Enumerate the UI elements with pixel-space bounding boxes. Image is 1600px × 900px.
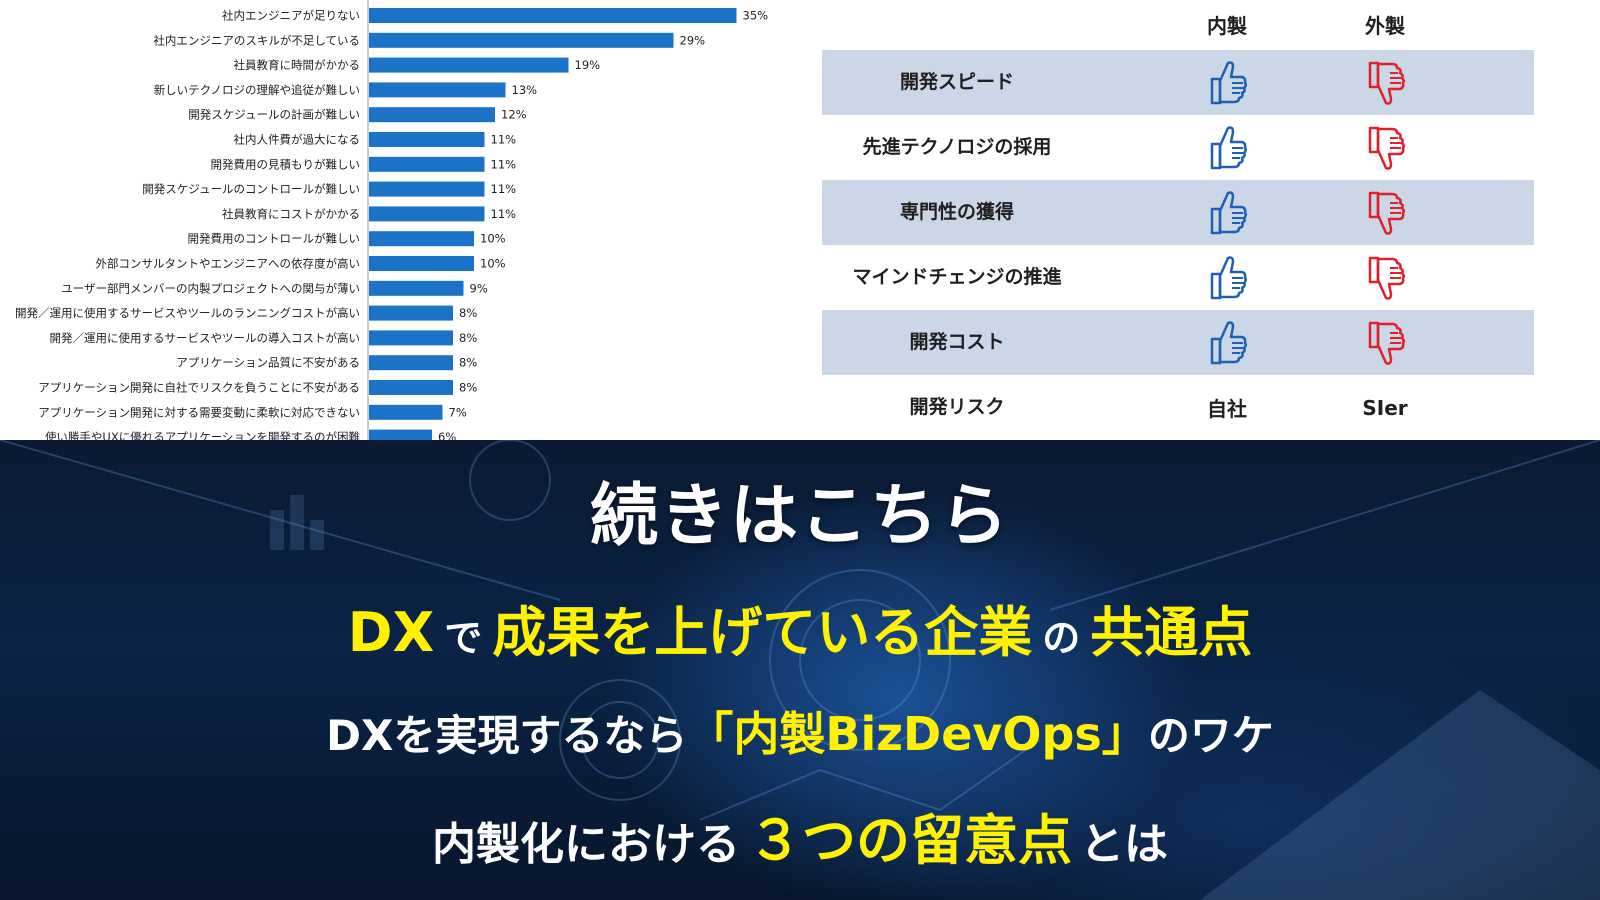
chart-data-label: 8%	[459, 306, 477, 320]
banner-l2-c: のワケ	[1147, 711, 1274, 760]
chart-data-label: 35%	[743, 9, 769, 23]
table-row: 専門性の獲得	[822, 180, 1534, 245]
chart-data-label: 29%	[680, 33, 706, 47]
column-header-inhouse: 内製	[1207, 14, 1247, 38]
survey-bar-chart: 社内エンジニアが足りない 35% 社内エンジニアのスキルが不足している 29% 社員教育…	[15, 0, 769, 440]
thumbs-up-icon	[1167, 245, 1287, 310]
chart-bar	[369, 156, 485, 172]
row-label: 開発コスト	[909, 331, 1005, 353]
chart-data-label: 10%	[480, 232, 506, 246]
banner-link-three-points[interactable]: 内製化における ３つの留意点 とは	[0, 796, 1600, 875]
banner-title[interactable]: 続きはこちら	[589, 477, 1010, 556]
chart-bar	[369, 256, 474, 271]
thumbs-up-icon	[1167, 180, 1287, 245]
table-row: 先進テクノロジの採用	[822, 115, 1534, 180]
tech-background-decoration	[0, 440, 1600, 900]
chart-data-label: 8%	[459, 381, 477, 395]
chart-data-label: 11%	[491, 157, 517, 171]
chart-data-label: 11%	[491, 207, 517, 221]
chart-bar	[369, 330, 453, 346]
chart-category-label: 開発スケジュールの計画が難しい	[188, 108, 360, 122]
table-row: 開発リスク 自社 SIer	[822, 375, 1534, 440]
chart-data-label: 11%	[491, 133, 517, 147]
banner-l1-a: DX	[347, 601, 435, 664]
thumbs-down-icon	[1325, 245, 1445, 310]
chart-category-label: アプリケーション開発に自社でリスクを負うことに不安がある	[38, 381, 360, 395]
column-header-outsource: 外製	[1365, 14, 1405, 38]
table-row: 開発コスト	[822, 310, 1534, 375]
chart-data-label: 6%	[438, 430, 456, 440]
chart-bar	[369, 132, 485, 147]
chart-category-label: 社内人件費が過大になる	[234, 133, 361, 147]
chart-bar	[369, 380, 453, 395]
chart-bar	[369, 57, 569, 73]
chart-data-label: 19%	[575, 58, 601, 72]
chart-category-label: 開発／運用に使用するサービスやツールのランニングコストが高い	[15, 306, 360, 320]
chart-data-label: 9%	[470, 281, 488, 295]
risk-outsource-value: SIer	[1362, 395, 1408, 420]
chart-category-label: 開発／運用に使用するサービスやツールの導入コストが高い	[50, 331, 361, 345]
banner-l1-c: 成果を上げている企業	[492, 601, 1033, 664]
banner-l2-a: DXを実現するなら	[326, 711, 688, 760]
banner-l3-b: ３つの留意点	[748, 809, 1072, 872]
thumbs-up-icon	[1167, 310, 1287, 375]
chart-category-label: 外部コンサルタントやエンジニアへの依存度が高い	[96, 257, 361, 271]
banner-l3-a: 内製化における	[432, 819, 740, 870]
row-label: 開発リスク	[909, 396, 1005, 418]
chart-category-label: 社員教育に時間がかかる	[234, 58, 361, 72]
inhouse-vs-outsource-table: 内製 外製 開発スピード 先進テクノロジの採用 専門性の獲得 マインドチェンジの…	[822, 0, 1534, 440]
thumbs-down-icon	[1325, 50, 1445, 115]
chart-data-label: 8%	[459, 356, 477, 370]
chart-bar	[369, 8, 737, 23]
chart-data-label: 10%	[480, 257, 506, 271]
chart-category-label: ユーザー部門メンバーの内製プロジェクトへの関与が薄い	[61, 281, 360, 295]
chart-data-label: 13%	[512, 83, 538, 97]
thumbs-down-icon	[1325, 180, 1445, 245]
row-label: 専門性の獲得	[899, 201, 1014, 223]
risk-inhouse-value: 自社	[1207, 397, 1247, 421]
chart-category-label: 新しいテクノロジの理解や追従が難しい	[154, 83, 360, 97]
banner-link-bizdevops[interactable]: DXを実現するなら「内製BizDevOps」のワケ	[0, 698, 1600, 764]
chart-bar	[369, 429, 432, 440]
banner-l2-b: 「内製BizDevOps」	[687, 707, 1148, 761]
banner-l1-d: の	[1042, 616, 1081, 660]
table-row: マインドチェンジの推進	[822, 245, 1534, 310]
banner-l3-c: とは	[1080, 819, 1168, 870]
chart-category-label: 開発スケジュールのコントロールが難しい	[142, 182, 360, 196]
chart-category-label: アプリケーション品質に不安がある	[176, 356, 360, 370]
chart-category-label: アプリケーション開発に対する需要変動に柔軟に対応できない	[38, 405, 360, 419]
thumbs-up-icon	[1167, 115, 1287, 180]
row-label: 開発スピード	[899, 71, 1014, 93]
chart-bar	[369, 231, 474, 247]
chart-bar	[369, 280, 464, 296]
chart-category-label: 開発費用のコントロールが難しい	[188, 232, 361, 246]
row-label: マインドチェンジの推進	[852, 266, 1062, 288]
chart-bar	[369, 107, 495, 123]
table-row: 開発スピード	[822, 50, 1534, 115]
thumbs-down-icon	[1325, 310, 1445, 375]
chart-category-label: 社内エンジニアのスキルが不足している	[153, 33, 360, 47]
chart-data-label: 8%	[459, 331, 477, 345]
banner-link-common-points[interactable]: DX で成果を上げている企業の共通点	[0, 588, 1600, 667]
banner-l1-e: 共通点	[1090, 601, 1253, 664]
chart-data-label: 7%	[449, 405, 467, 419]
chart-bar	[369, 355, 453, 371]
chart-data-label: 11%	[491, 182, 517, 196]
thumbs-up-icon	[1167, 50, 1287, 115]
chart-data-label: 12%	[501, 108, 527, 122]
banner-l1-b: で	[444, 616, 483, 660]
continue-banner[interactable]: 続きはこちら DX で成果を上げている企業の共通点 DXを実現するなら「内製Biz…	[0, 440, 1600, 900]
chart-bar	[369, 32, 674, 48]
chart-category-label: 開発費用の見積もりが難しい	[211, 157, 361, 171]
chart-bar	[369, 206, 485, 222]
row-label: 先進テクノロジの採用	[862, 136, 1052, 158]
thumbs-down-icon	[1325, 115, 1445, 180]
chart-category-label: 使い勝手やUXに優れるアプリケーションを開発するのが困難	[45, 430, 360, 440]
chart-category-label: 社員教育にコストがかかる	[222, 207, 360, 221]
chart-bar	[369, 82, 506, 98]
chart-category-label: 社内エンジニアが足りない	[222, 9, 360, 23]
chart-bar	[369, 404, 443, 420]
chart-bar	[369, 305, 453, 321]
chart-bar	[369, 181, 485, 197]
